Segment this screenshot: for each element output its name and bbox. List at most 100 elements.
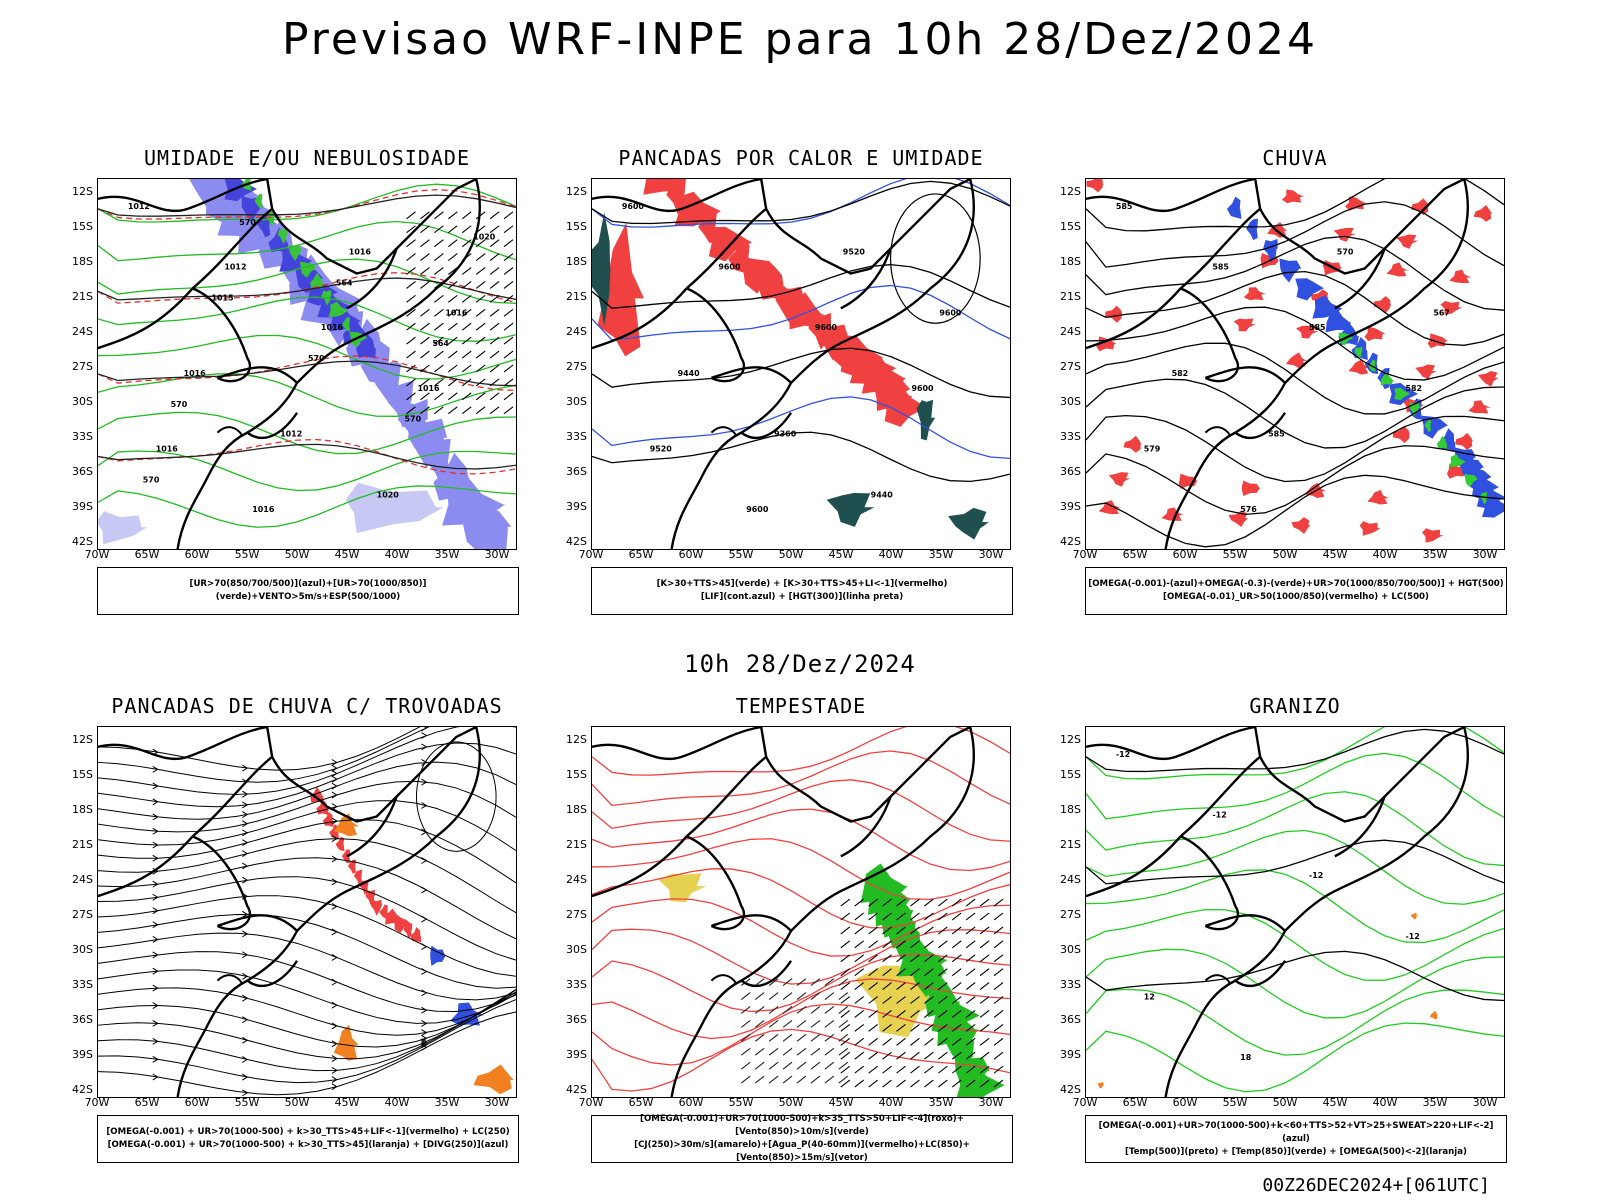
country-boundary	[98, 727, 268, 760]
contour-label: 9520	[650, 445, 673, 454]
contour-label: 570	[171, 400, 188, 409]
wind850-vector	[924, 912, 934, 921]
wind850-vector	[924, 898, 934, 907]
contour-label: 570	[405, 415, 422, 424]
wind850-vector	[740, 1075, 751, 1084]
thunder-red-area	[403, 923, 413, 939]
rain-blue-area	[1279, 258, 1302, 283]
wind-vector	[420, 239, 430, 248]
latitude-tick-label: 30S	[566, 395, 587, 408]
flow-arrow	[242, 811, 249, 818]
wind850-vector	[951, 954, 962, 963]
contour-label: 1016	[417, 384, 440, 393]
country-boundary	[760, 727, 971, 823]
wind850-vector	[924, 982, 934, 991]
wind850-vector	[993, 1051, 1004, 1060]
country-boundary	[790, 727, 975, 932]
wind850-vector	[854, 912, 865, 921]
latitude-tick-label: 36S	[566, 465, 587, 478]
flow-arrow	[242, 1073, 249, 1081]
flow-arrow	[421, 1038, 428, 1046]
convection-red-area	[740, 256, 780, 294]
wind850-vector	[882, 968, 892, 977]
lif-blue-contour	[592, 284, 1010, 341]
contour-label: 585	[1212, 263, 1229, 272]
contour-label: 9600	[815, 323, 838, 332]
contour-label: -12	[1116, 750, 1130, 759]
wind850-vector	[910, 1037, 920, 1046]
latitude-tick-label: 12S	[566, 185, 587, 198]
latitude-tick-label: 33S	[1060, 978, 1081, 991]
flow-arrow	[331, 1022, 338, 1030]
wind850-vector	[938, 912, 948, 921]
longitude-tick-label: 50W	[284, 1096, 310, 1109]
flow-arrow	[421, 1043, 428, 1051]
legend-text: [OMEGA(-0.001) + UR>70(1000-500) + k>30_…	[106, 1127, 510, 1137]
wind850-vector	[882, 1065, 892, 1074]
rain-red-area	[1440, 300, 1463, 315]
latitude-tick-label: 18S	[1060, 803, 1081, 816]
flow-arrow	[331, 782, 338, 790]
wind850-vector	[910, 940, 920, 949]
latitude-tick-label: 18S	[566, 803, 587, 816]
wind-vector	[406, 294, 416, 303]
latitude-tick-label: 27S	[72, 360, 93, 373]
flow-arrow	[152, 1073, 159, 1081]
wind850-vector	[782, 1006, 793, 1014]
streamline-250	[98, 999, 516, 1084]
wind850-vector	[854, 1037, 865, 1046]
rain-red-area	[1105, 305, 1123, 323]
map-area: 1012 1012 1016 1016 1016 1016 1016 1016 1016 1012…	[97, 178, 517, 550]
wind850-vector	[882, 954, 892, 963]
thunder-red-area	[379, 904, 389, 919]
longitude-tick-label: 45W	[1322, 548, 1348, 561]
omega-orange-area	[1097, 1082, 1105, 1089]
latitude-tick-label: 21S	[1060, 290, 1081, 303]
wind850-vector	[993, 996, 1004, 1004]
latitude-tick-label: 15S	[566, 768, 587, 781]
latitude-tick-label: 15S	[1060, 220, 1081, 233]
wind-vector	[489, 225, 500, 234]
wind850-vector	[868, 1065, 878, 1074]
country-boundary	[592, 287, 688, 350]
contour-label: 1016	[349, 248, 372, 257]
wind850-vector	[838, 1075, 849, 1084]
streamline-250	[98, 857, 516, 940]
wind850-vector	[979, 1023, 990, 1032]
wind850-vector	[754, 1075, 765, 1084]
latitude-tick-label: 15S	[72, 768, 93, 781]
wind-vector	[475, 322, 486, 331]
longitude-tick-label: 70W	[578, 548, 604, 561]
wind850-vector	[824, 1061, 835, 1070]
humidity-green-area	[277, 228, 288, 244]
legend-text: [Temp(500)](preto) + [Temp(850)](verde) …	[1125, 1146, 1467, 1157]
latitude-tick-label: 39S	[566, 500, 587, 513]
streamline-250	[98, 838, 516, 914]
flow-arrow	[242, 790, 249, 798]
precip-water-red-contour	[592, 953, 1010, 1013]
rain-red-area	[1473, 205, 1493, 222]
flow-arrow	[331, 878, 338, 886]
latitude-tick-label: 18S	[72, 255, 93, 268]
wind850-vector	[938, 954, 948, 963]
wind850-vector	[882, 1051, 892, 1060]
wind-vector	[420, 308, 430, 317]
wind850-vector	[896, 1079, 906, 1088]
wind850-vector	[868, 996, 878, 1004]
latitude-tick-label: 24S	[72, 325, 93, 338]
precip-water-red-contour	[592, 928, 1010, 985]
country-boundary	[1284, 179, 1469, 384]
flow-arrow	[152, 1002, 159, 1009]
wind850-vector	[938, 1023, 948, 1032]
map-area: -12 -12 -12 -12 12 18	[1085, 726, 1505, 1098]
latitude-tick-label: 30S	[72, 395, 93, 408]
wind850-vector	[810, 1075, 821, 1084]
rain-blue-area	[1263, 238, 1278, 263]
wind850-vector	[754, 1061, 765, 1070]
country-boundary	[1234, 960, 1287, 988]
longitude-tick-label: 45W	[334, 548, 360, 561]
flow-arrow	[331, 928, 338, 936]
temp850-green-contour	[1086, 869, 1504, 944]
wind850-vector	[896, 996, 906, 1004]
wind850-vector	[896, 926, 906, 935]
